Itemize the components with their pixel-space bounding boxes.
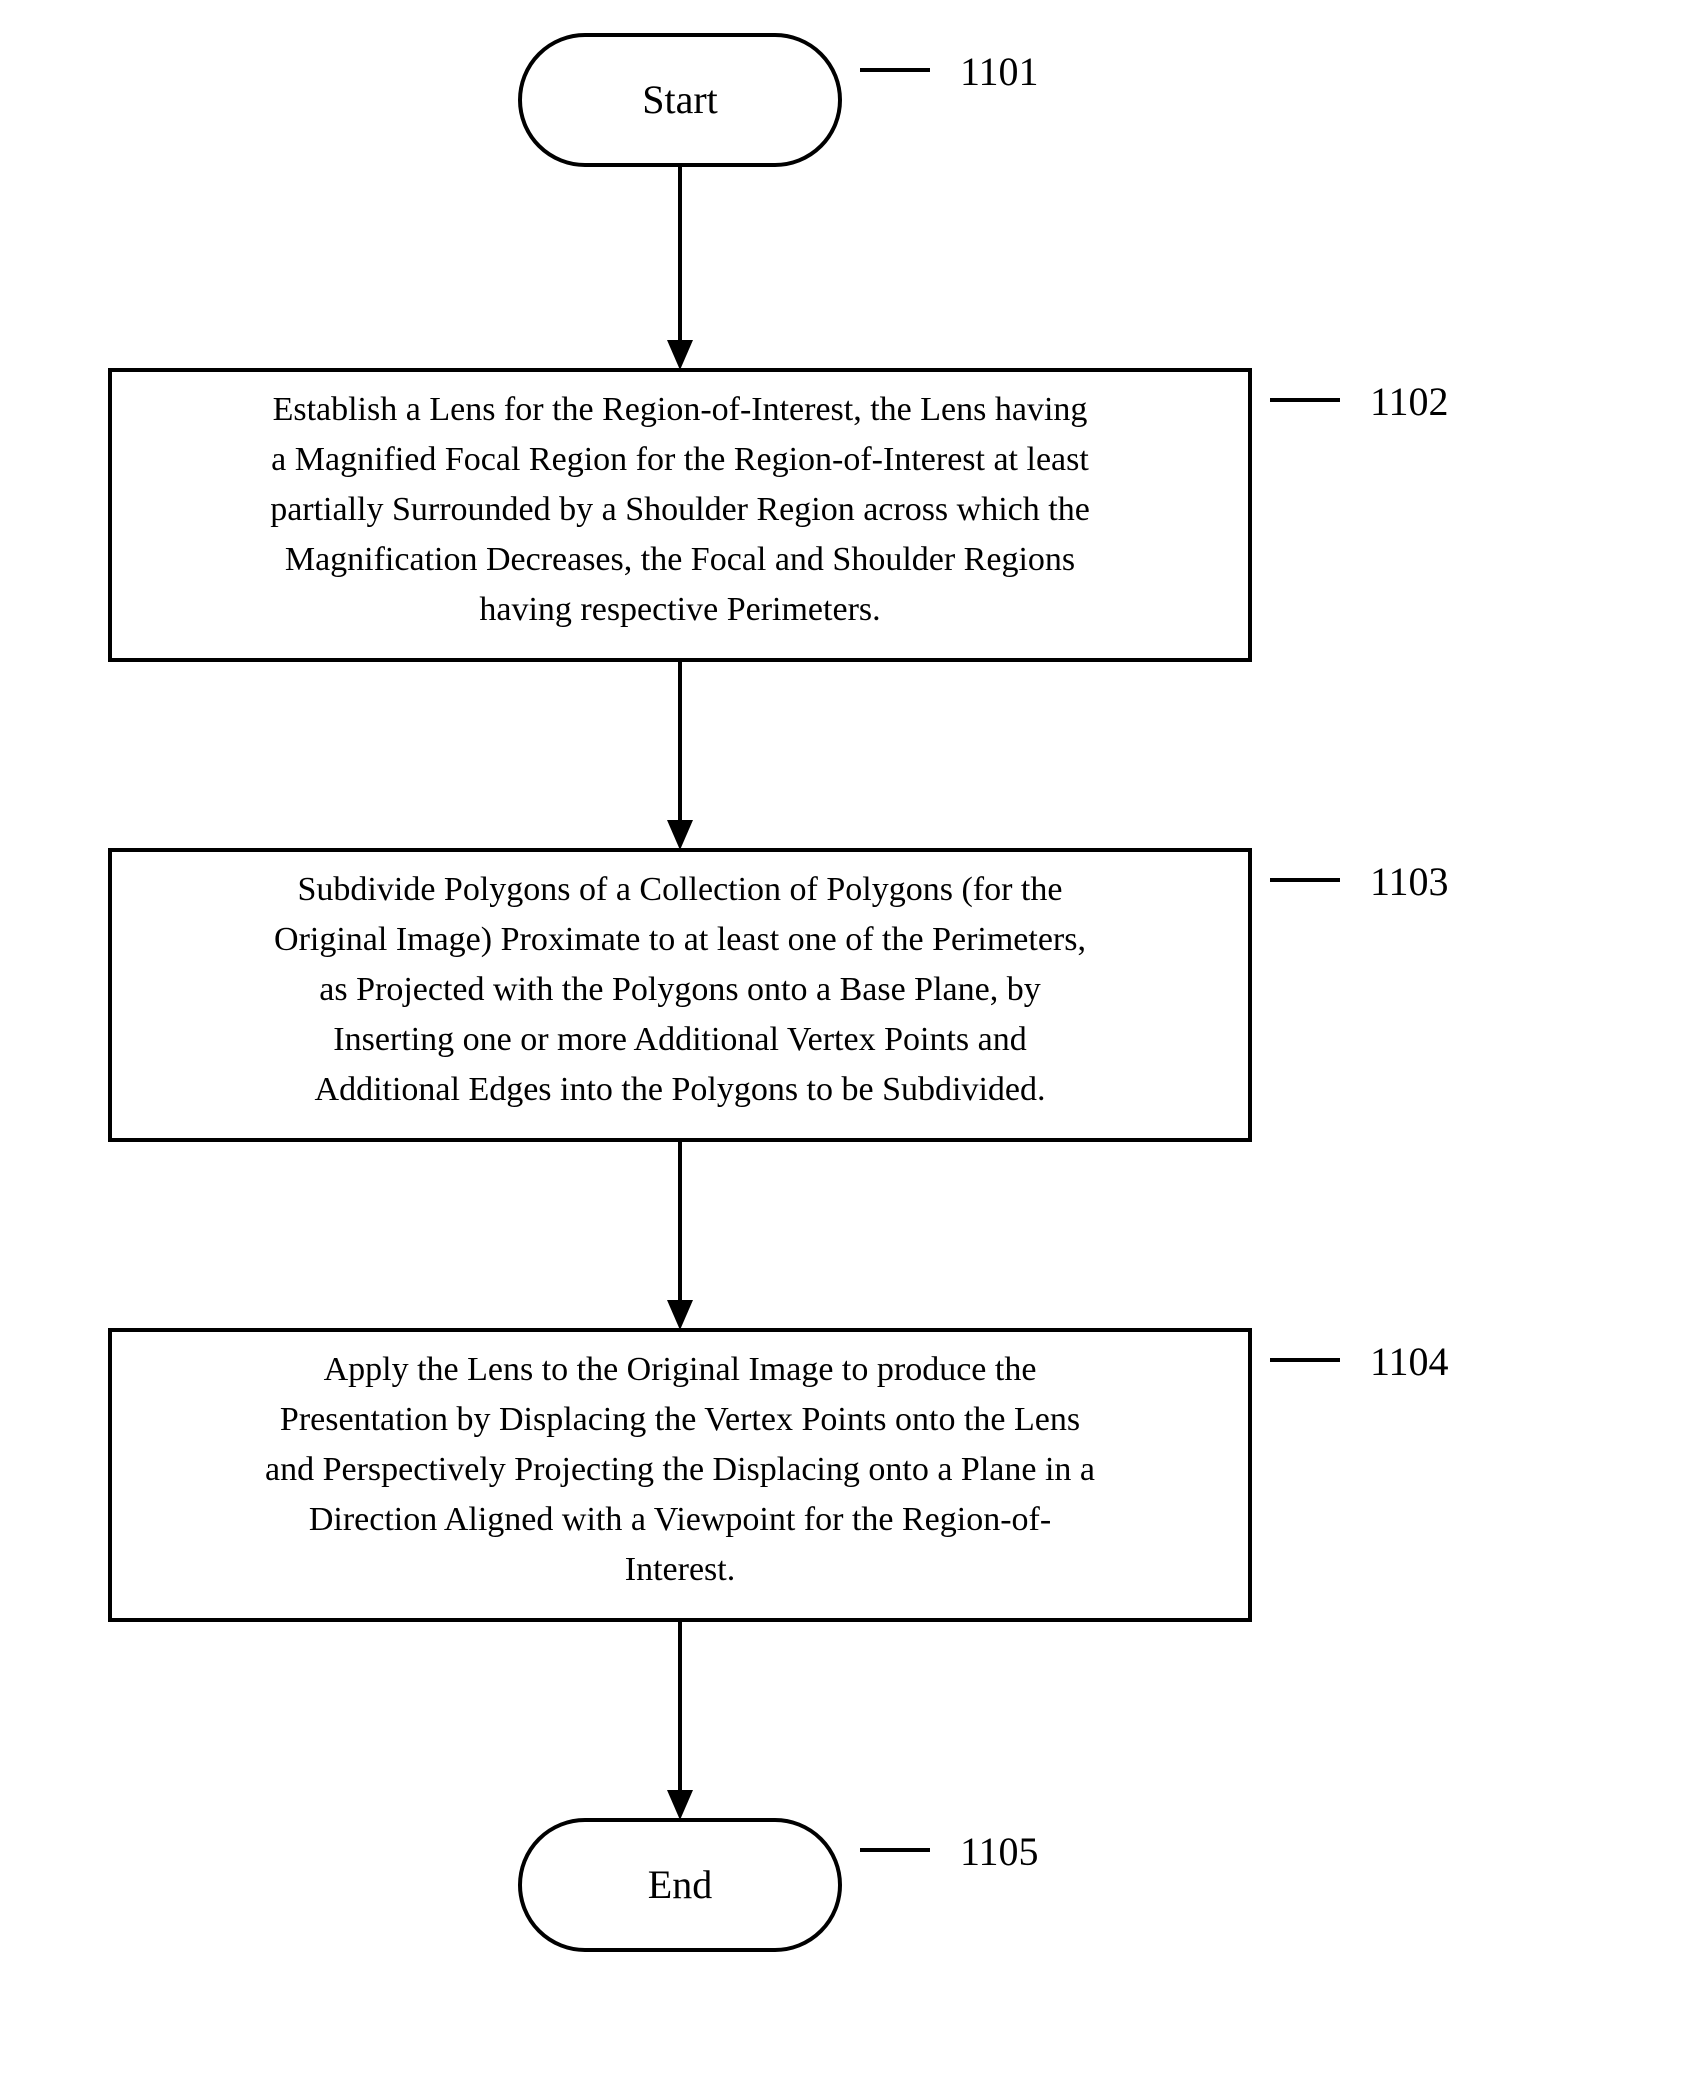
step3-line: Interest. — [625, 1551, 735, 1588]
step2-line: Original Image) Proximate to at least on… — [274, 921, 1086, 958]
node-start: Start — [520, 35, 840, 165]
step3-line: and Perspectively Projecting the Displac… — [265, 1451, 1095, 1488]
node-end: End — [520, 1820, 840, 1950]
step1-line: a Magnified Focal Region for the Region-… — [271, 441, 1089, 478]
ref-number: 1101 — [960, 49, 1039, 94]
flowchart-canvas: Start 1101 Establish a Lens for the Region… — [0, 0, 1693, 2093]
step2-line: Subdivide Polygons of a Collection of Po… — [298, 871, 1063, 908]
step3-line: Direction Aligned with a Viewpoint for t… — [309, 1501, 1051, 1538]
step1-line: partially Surrounded by a Shoulder Regio… — [270, 491, 1090, 528]
node-step3: Apply the Lens to the Original Image to … — [110, 1330, 1250, 1620]
ref-number: 1102 — [1370, 379, 1449, 424]
step1-line: Establish a Lens for the Region-of-Inter… — [273, 391, 1088, 428]
node-step2: Subdivide Polygons of a Collection of Po… — [110, 850, 1250, 1140]
node-step1: Establish a Lens for the Region-of-Inter… — [110, 370, 1250, 660]
start-label: Start — [642, 77, 718, 122]
step2-line: Inserting one or more Additional Vertex … — [333, 1021, 1026, 1058]
ref-number: 1105 — [960, 1829, 1039, 1874]
end-label: End — [648, 1862, 712, 1907]
ref-number: 1103 — [1370, 859, 1449, 904]
step1-line: Magnification Decreases, the Focal and S… — [285, 541, 1075, 578]
step2-line: as Projected with the Polygons onto a Ba… — [319, 971, 1040, 1008]
step2-line: Additional Edges into the Polygons to be… — [315, 1071, 1046, 1108]
step1-line: having respective Perimeters. — [479, 591, 880, 628]
step3-line: Presentation by Displacing the Vertex Po… — [280, 1401, 1080, 1438]
step3-line: Apply the Lens to the Original Image to … — [324, 1351, 1037, 1388]
ref-number: 1104 — [1370, 1339, 1449, 1384]
